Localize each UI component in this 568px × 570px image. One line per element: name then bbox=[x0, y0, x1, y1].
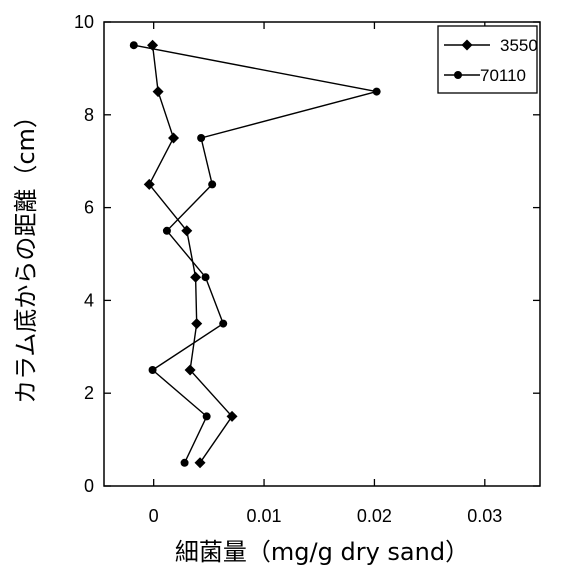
y-axis-title: カラム底からの距離（cm） bbox=[12, 104, 40, 404]
data-point-3550 bbox=[190, 271, 202, 283]
data-point-3550 bbox=[184, 364, 196, 376]
data-point-70110 bbox=[197, 134, 206, 142]
data-point-70110 bbox=[208, 180, 217, 189]
data-point-3550 bbox=[191, 318, 203, 330]
y-tick-label: 2 bbox=[84, 383, 94, 403]
x-axis-title: 細菌量（mg/g dry sand） bbox=[175, 538, 469, 566]
legend-marker-3550 bbox=[461, 39, 473, 51]
data-point-3550 bbox=[152, 86, 164, 98]
x-tick-label: 0.03 bbox=[467, 506, 502, 526]
y-tick-label: 0 bbox=[84, 476, 94, 496]
y-tick-label: 4 bbox=[84, 290, 94, 310]
data-point-70110 bbox=[219, 319, 228, 328]
plot-area bbox=[103, 21, 541, 487]
data-point-70110 bbox=[162, 226, 171, 235]
series-line-3550 bbox=[148, 45, 233, 464]
legend-label-3550: 3550 bbox=[500, 36, 538, 55]
series-line-70110 bbox=[133, 44, 377, 464]
y-tick-label: 10 bbox=[74, 12, 94, 32]
legend-label-70110: 70110 bbox=[480, 66, 526, 85]
y-tick-label: 8 bbox=[84, 105, 94, 125]
legend-box bbox=[437, 25, 538, 94]
legend-marker-70110 bbox=[454, 71, 462, 79]
data-point-70110 bbox=[180, 458, 189, 467]
legend: 3550 70110 bbox=[437, 25, 538, 94]
x-tick-label: 0.02 bbox=[357, 506, 392, 526]
data-point-70110 bbox=[201, 273, 210, 282]
x-tick-label: 0.01 bbox=[247, 506, 282, 526]
series-layer bbox=[129, 39, 381, 469]
data-point-3550 bbox=[226, 410, 238, 422]
x-tick-label: 0 bbox=[149, 506, 159, 526]
data-point-3550 bbox=[194, 457, 206, 469]
data-point-3550 bbox=[143, 178, 155, 190]
data-point-70110 bbox=[129, 41, 138, 50]
y-tick-label: 6 bbox=[84, 198, 94, 218]
data-point-70110 bbox=[148, 366, 157, 374]
data-point-3550 bbox=[181, 225, 193, 237]
data-point-70110 bbox=[372, 87, 381, 96]
data-point-3550 bbox=[168, 132, 180, 144]
data-point-70110 bbox=[202, 412, 211, 421]
